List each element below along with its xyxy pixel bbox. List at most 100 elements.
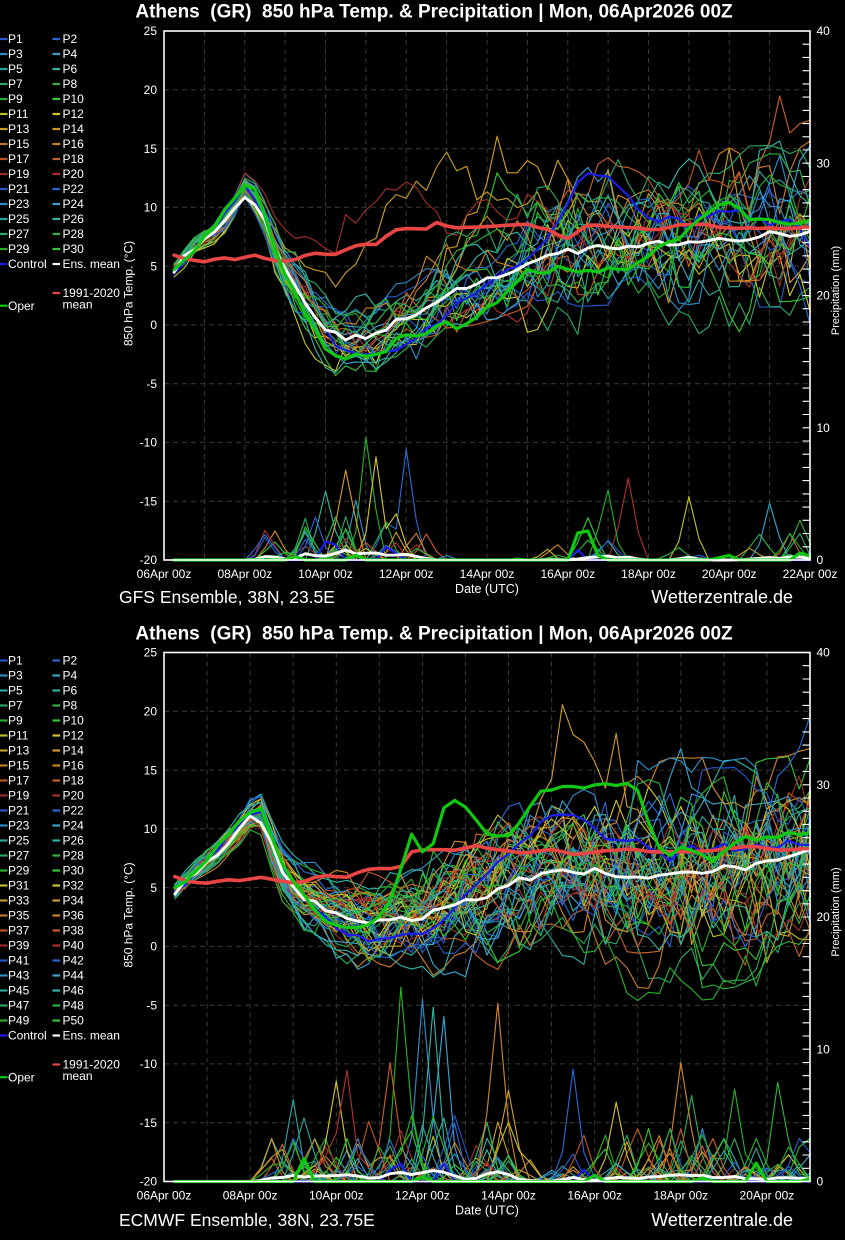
- svg-text:-5: -5: [146, 998, 157, 1012]
- svg-text:P44: P44: [63, 969, 85, 983]
- svg-text:P25: P25: [8, 834, 30, 848]
- svg-text:P50: P50: [63, 1014, 85, 1028]
- svg-text:P8: P8: [63, 77, 78, 91]
- svg-text:P37: P37: [8, 924, 30, 938]
- svg-text:P38: P38: [63, 924, 85, 938]
- svg-text:P7: P7: [8, 699, 23, 713]
- svg-text:-10: -10: [140, 436, 158, 450]
- svg-text:P42: P42: [63, 954, 85, 968]
- svg-text:30: 30: [817, 156, 831, 170]
- svg-text:P30: P30: [63, 242, 85, 256]
- svg-text:06Apr 00z: 06Apr 00z: [137, 1189, 192, 1203]
- svg-text:P17: P17: [8, 774, 30, 788]
- svg-text:-15: -15: [140, 1116, 158, 1130]
- svg-text:P28: P28: [63, 849, 85, 863]
- svg-text:20: 20: [817, 910, 831, 924]
- svg-text:P30: P30: [63, 864, 85, 878]
- svg-text:10Apr 00z: 10Apr 00z: [298, 567, 353, 581]
- svg-text:Date (UTC): Date (UTC): [455, 582, 519, 596]
- svg-text:Control: Control: [8, 1029, 47, 1043]
- svg-text:40: 40: [817, 24, 831, 38]
- svg-text:Wetterzentrale.de: Wetterzentrale.de: [651, 1210, 793, 1230]
- svg-text:16Apr 00z: 16Apr 00z: [567, 1189, 622, 1203]
- svg-text:P28: P28: [63, 227, 85, 241]
- svg-text:P16: P16: [63, 759, 85, 773]
- svg-text:40: 40: [817, 646, 831, 660]
- svg-text:14Apr 00z: 14Apr 00z: [481, 1189, 536, 1203]
- svg-text:P47: P47: [8, 999, 30, 1013]
- svg-text:P1: P1: [8, 32, 23, 46]
- svg-text:08Apr 00z: 08Apr 00z: [223, 1189, 278, 1203]
- svg-text:ECMWF Ensemble, 38N, 23.75E: ECMWF Ensemble, 38N, 23.75E: [119, 1210, 375, 1230]
- svg-text:P13: P13: [8, 122, 30, 136]
- svg-text:P14: P14: [63, 122, 85, 136]
- svg-text:P8: P8: [63, 699, 78, 713]
- svg-text:P20: P20: [63, 789, 85, 803]
- svg-text:P21: P21: [8, 804, 30, 818]
- svg-text:P13: P13: [8, 744, 30, 758]
- svg-text:10: 10: [144, 201, 158, 215]
- svg-text:P39: P39: [8, 939, 30, 953]
- svg-text:Athens (GR) 850 hPa Temp. &: Athens (GR) 850 hPa Temp. & Precipitatio…: [135, 624, 733, 645]
- svg-text:P4: P4: [63, 47, 78, 61]
- svg-text:10: 10: [817, 421, 831, 435]
- svg-text:P41: P41: [8, 954, 30, 968]
- svg-text:P18: P18: [63, 152, 85, 166]
- svg-text:850 hPa Temp. (°C): 850 hPa Temp. (°C): [122, 241, 136, 346]
- svg-text:P3: P3: [8, 669, 23, 683]
- svg-text:Ens. mean: Ens. mean: [63, 257, 120, 271]
- svg-text:30: 30: [817, 778, 831, 792]
- svg-text:15: 15: [144, 142, 158, 156]
- svg-text:10Apr 00z: 10Apr 00z: [309, 1189, 364, 1203]
- svg-text:P35: P35: [8, 909, 30, 923]
- svg-text:P20: P20: [63, 167, 85, 181]
- svg-text:18Apr 00z: 18Apr 00z: [621, 567, 676, 581]
- svg-text:P5: P5: [8, 62, 23, 76]
- svg-text:18Apr 00z: 18Apr 00z: [653, 1189, 708, 1203]
- svg-text:P19: P19: [8, 167, 30, 181]
- svg-text:P29: P29: [8, 242, 30, 256]
- svg-text:P22: P22: [63, 182, 85, 196]
- svg-text:P26: P26: [63, 834, 85, 848]
- svg-text:P18: P18: [63, 774, 85, 788]
- svg-text:P34: P34: [63, 894, 85, 908]
- svg-text:20Apr 00z: 20Apr 00z: [740, 1189, 795, 1203]
- svg-text:P36: P36: [63, 909, 85, 923]
- svg-text:20: 20: [144, 83, 158, 97]
- svg-text:P24: P24: [63, 819, 85, 833]
- svg-text:P11: P11: [8, 107, 29, 121]
- svg-text:1991-2020: 1991-2020: [63, 286, 121, 300]
- svg-text:P25: P25: [8, 212, 30, 226]
- svg-text:12Apr 00z: 12Apr 00z: [395, 1189, 450, 1203]
- svg-text:mean: mean: [63, 1069, 93, 1083]
- svg-text:GFS Ensemble, 38N, 23.5E: GFS Ensemble, 38N, 23.5E: [119, 587, 335, 607]
- svg-text:P2: P2: [63, 32, 78, 46]
- svg-text:Control: Control: [8, 257, 47, 271]
- svg-text:P29: P29: [8, 864, 30, 878]
- svg-text:0: 0: [150, 940, 157, 954]
- svg-text:P1: P1: [8, 654, 23, 668]
- svg-text:P2: P2: [63, 654, 78, 668]
- svg-text:P7: P7: [8, 77, 23, 91]
- svg-text:15: 15: [144, 763, 158, 777]
- svg-text:20Apr 00z: 20Apr 00z: [702, 567, 757, 581]
- svg-text:Ens. mean: Ens. mean: [63, 1029, 120, 1043]
- svg-text:5: 5: [150, 259, 157, 273]
- svg-text:P32: P32: [63, 879, 85, 893]
- svg-text:mean: mean: [63, 298, 93, 312]
- svg-text:P14: P14: [63, 744, 85, 758]
- svg-text:P5: P5: [8, 684, 23, 698]
- svg-text:P16: P16: [63, 137, 85, 151]
- svg-text:P48: P48: [63, 999, 85, 1013]
- svg-text:P46: P46: [63, 984, 85, 998]
- svg-text:0: 0: [817, 553, 824, 567]
- svg-text:P12: P12: [63, 107, 85, 121]
- svg-text:P15: P15: [8, 137, 30, 151]
- svg-text:0: 0: [150, 318, 157, 332]
- svg-text:P15: P15: [8, 759, 30, 773]
- svg-text:P49: P49: [8, 1014, 30, 1028]
- svg-text:-10: -10: [140, 1057, 158, 1071]
- svg-text:Precipitation (mm): Precipitation (mm): [830, 246, 842, 335]
- svg-text:P4: P4: [63, 669, 78, 683]
- svg-text:Precipitation (mm): Precipitation (mm): [830, 867, 842, 956]
